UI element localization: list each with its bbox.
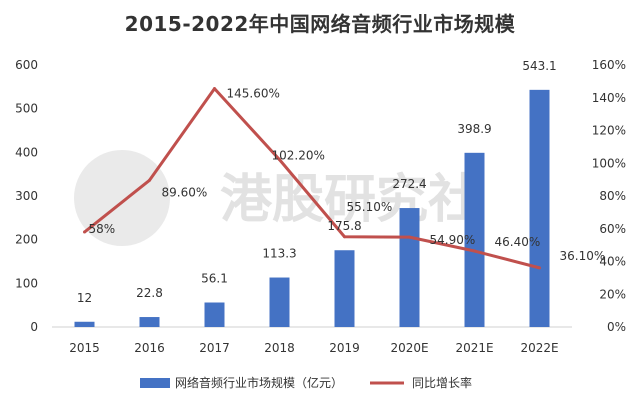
x-axis: 2015 2016 2017 2018 2019 2020E 2021E 2022E (69, 341, 558, 355)
legend-bar-swatch (140, 378, 170, 388)
line-data-label: 89.60% (162, 185, 208, 199)
line-data-label: 102.20% (272, 149, 325, 163)
legend-line-label: 同比增长率 (412, 375, 472, 390)
right-tick-label: 40% (599, 255, 626, 269)
line-point (278, 158, 281, 162)
right-tick-label: 160% (592, 58, 626, 72)
line-point (408, 235, 411, 239)
line-data-label: 36.10% (560, 249, 606, 263)
left-tick-label: 0 (30, 320, 38, 334)
data-labels: 12 22.8 56.1 113.3 175.8 272.4 398.9 543.1 58% 89… (77, 59, 605, 305)
bar (74, 321, 95, 327)
watermark-text: 港股研究社 (220, 170, 480, 230)
bar-data-label: 398.9 (457, 122, 491, 136)
right-axis: 0% 20% 40% 60% 80% 100% 120% 140% 160% (592, 58, 626, 334)
right-tick-label: 60% (599, 222, 626, 236)
x-tick-label: 2017 (199, 341, 230, 355)
growth-line (83, 87, 540, 270)
left-tick-label: 200 (15, 233, 38, 247)
line-point (83, 230, 86, 234)
bar (204, 302, 225, 327)
left-tick-label: 300 (15, 189, 38, 203)
right-tick-label: 100% (592, 156, 626, 170)
left-axis: 0 100 200 300 400 500 600 (15, 58, 38, 334)
line-point (148, 178, 151, 182)
left-tick-label: 600 (15, 58, 38, 72)
right-tick-label: 80% (599, 189, 626, 203)
x-tick-label: 2015 (69, 341, 100, 355)
line-series (83, 87, 541, 270)
line-point (343, 235, 346, 239)
x-tick-label: 2019 (329, 341, 360, 355)
left-tick-label: 500 (15, 102, 38, 116)
bar (529, 89, 550, 327)
bar-data-label: 12 (77, 291, 92, 305)
bar (399, 208, 420, 327)
right-tick-label: 0% (607, 320, 626, 334)
line-data-label: 54.90% (430, 233, 476, 247)
right-tick-label: 20% (599, 287, 626, 301)
right-tick-label: 140% (592, 91, 626, 105)
x-tick-label: 2016 (134, 341, 165, 355)
bar-data-label: 56.1 (201, 272, 228, 286)
bar (269, 277, 290, 327)
left-tick-label: 100 (15, 276, 38, 290)
x-tick-label: 2018 (264, 341, 295, 355)
line-point (473, 249, 476, 253)
x-tick-label: 2020E (390, 341, 428, 355)
legend-bar-label: 网络音频行业市场规模（亿元） (175, 375, 343, 390)
legend: 网络音频行业市场规模（亿元） 同比增长率 (140, 375, 472, 390)
line-data-label: 46.40% (495, 235, 541, 249)
bar-data-label: 543.1 (522, 59, 556, 73)
x-tick-label: 2022E (520, 341, 558, 355)
bar-data-label: 113.3 (262, 247, 296, 261)
bar (139, 317, 160, 327)
left-tick-label: 400 (15, 145, 38, 159)
chart-title: 2015-2022年中国网络音频行业市场规模 (124, 12, 516, 36)
right-tick-label: 120% (592, 124, 626, 138)
line-point (213, 87, 216, 91)
bar-data-label: 22.8 (136, 286, 163, 300)
line-data-label: 55.10% (347, 200, 393, 214)
bar-data-label: 272.4 (392, 177, 426, 191)
line-point (538, 266, 541, 270)
line-data-label: 145.60% (227, 87, 280, 101)
bar-data-label: 175.8 (327, 219, 361, 233)
line-data-label: 58% (89, 222, 116, 236)
bar (464, 152, 485, 327)
bar (334, 250, 355, 327)
x-tick-label: 2021E (455, 341, 493, 355)
